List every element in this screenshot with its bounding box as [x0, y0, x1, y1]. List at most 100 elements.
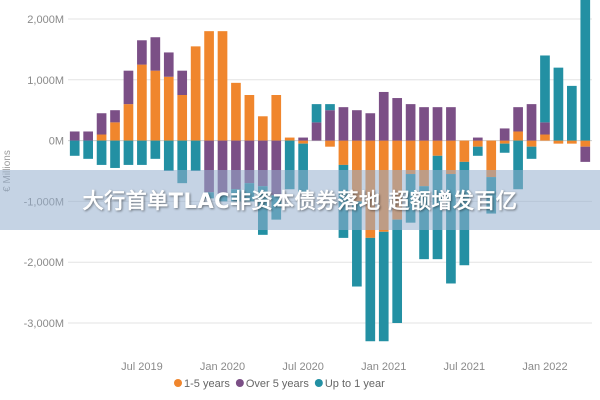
bar-segment: [190, 46, 201, 141]
bar-segment: [83, 131, 93, 141]
bar-segment: [338, 140, 349, 165]
bar-segment: [540, 55, 550, 123]
bar-segment: [499, 140, 510, 144]
bar-segment: [123, 140, 134, 165]
bar-segment: [298, 143, 308, 193]
bar-segment: [311, 104, 322, 123]
bar-segment: [217, 140, 228, 196]
headline-text: 大行首单TLAC非资本债券落地 超额增发百亿: [82, 189, 518, 213]
headline-banner: 大行首单TLAC非资本债券落地 超额增发百亿: [0, 170, 600, 230]
bar-segment: [365, 113, 376, 141]
bar-segment: [526, 140, 537, 147]
x-axis-ticks: Jul 2019 Jan 2020 Jul 2020 Jan 2021 Jul 2021…: [121, 361, 568, 373]
bar-segment: [472, 140, 483, 147]
bar-segment: [472, 137, 483, 141]
bar-segment: [580, 140, 591, 147]
bar-segment: [553, 140, 564, 144]
bar-segment: [432, 140, 443, 156]
y-tick-label: -3,000M: [24, 318, 64, 330]
x-tick-label: Jul 2020: [282, 361, 324, 373]
legend-label: Up to 1 year: [325, 378, 385, 390]
bar-segment: [419, 140, 429, 187]
legend-marker: [314, 379, 323, 387]
bar-segment: [446, 140, 456, 175]
bar-segment: [284, 140, 295, 190]
bar-segment: [204, 140, 214, 193]
bar-segment: [567, 85, 577, 141]
bar-segment: [137, 40, 147, 65]
bar-segment: [110, 122, 120, 141]
bar-segment: [284, 137, 295, 141]
bar-segment: [486, 140, 497, 178]
bar-segment: [150, 140, 161, 159]
y-tick-label: 2,000M: [27, 14, 64, 26]
legend-label: Over 5 years: [246, 378, 309, 390]
bar-segment: [513, 140, 523, 190]
bar-segment: [419, 107, 429, 141]
bar-segment: [177, 70, 188, 95]
bar-segment: [257, 140, 268, 187]
bar-segment: [378, 91, 389, 141]
bar-segment: [298, 140, 308, 144]
bar-segment: [352, 201, 362, 287]
bar-segment: [298, 137, 308, 141]
bar-segment: [110, 110, 120, 123]
bar-segment: [580, 146, 591, 162]
y-tick-label: 0M: [49, 136, 64, 148]
bar-series: [69, 0, 591, 342]
x-tick-label: Jul 2019: [121, 361, 163, 373]
bar-segment: [352, 110, 362, 141]
bar-segment: [190, 140, 201, 171]
bar-segment: [378, 231, 389, 342]
bar-segment: [325, 104, 335, 111]
legend-marker: [235, 379, 244, 387]
bar-segment: [96, 140, 107, 165]
bar-segment: [69, 131, 80, 141]
bar-segment: [432, 107, 443, 141]
bar-segment: [405, 140, 416, 175]
bar-segment: [499, 143, 510, 153]
y-tick-label: -2,000M: [24, 257, 64, 269]
bar-segment: [405, 104, 416, 141]
bar-segment: [392, 219, 403, 323]
legend: 1-5 years Over 5 years Up to 1 year: [174, 378, 385, 390]
bar-segment: [123, 70, 134, 105]
bar-segment: [83, 140, 93, 159]
bar-segment: [446, 107, 456, 141]
bar-segment: [163, 140, 174, 171]
legend-marker: [174, 379, 182, 387]
bar-segment: [177, 140, 188, 184]
x-tick-label: Jan 2022: [522, 361, 567, 373]
bar-segment: [231, 82, 241, 141]
x-tick-label: Jan 2020: [200, 361, 245, 373]
bar-segment: [311, 122, 322, 141]
legend-label: 1-5 years: [184, 378, 230, 390]
x-tick-label: Jul 2021: [444, 361, 486, 373]
bar-segment: [163, 76, 174, 141]
bar-segment: [513, 131, 523, 141]
bar-segment: [526, 146, 537, 159]
bar-segment: [540, 134, 550, 141]
bar-segment: [163, 52, 174, 77]
bar-segment: [567, 140, 577, 144]
bar-segment: [217, 31, 228, 141]
bar-segment: [96, 113, 107, 135]
bar-segment: [110, 140, 120, 168]
y-tick-label: 1,000M: [27, 75, 64, 87]
bar-segment: [244, 95, 255, 141]
bar-segment: [526, 104, 537, 141]
bar-segment: [472, 146, 483, 156]
bar-segment: [177, 95, 188, 141]
bar-segment: [123, 104, 134, 141]
bar-segment: [69, 140, 80, 156]
bar-segment: [231, 140, 241, 190]
bar-segment: [580, 0, 591, 141]
bar-segment: [271, 140, 282, 196]
bar-segment: [204, 31, 214, 141]
bar-segment: [325, 110, 335, 141]
bar-segment: [257, 116, 268, 141]
bar-segment: [325, 140, 335, 147]
bar-segment: [365, 237, 376, 342]
bar-segment: [244, 140, 255, 184]
bar-segment: [137, 64, 147, 141]
